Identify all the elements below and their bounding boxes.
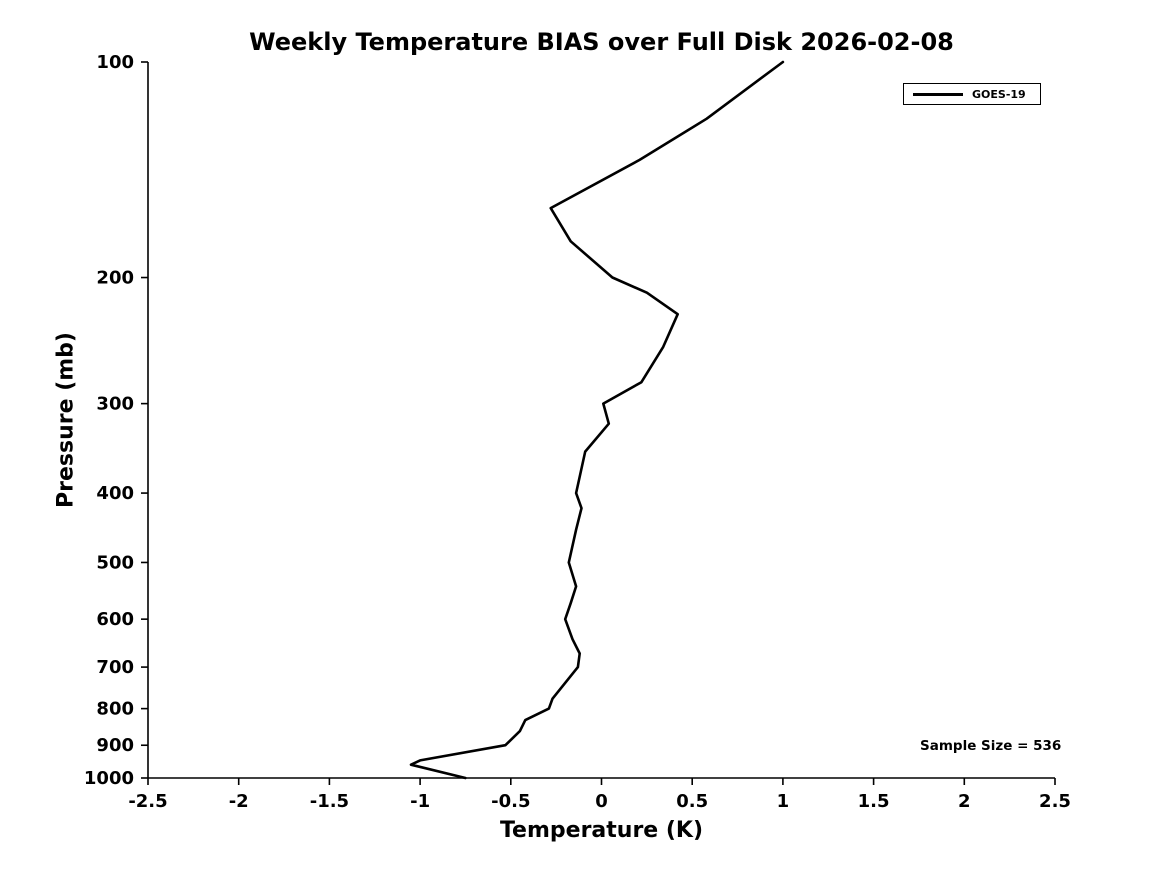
x-tick-label: -1.5 (310, 791, 349, 812)
x-tick-label: 1.5 (858, 791, 890, 812)
x-tick-label: 0.5 (676, 791, 708, 812)
series-line-goes-19 (409, 60, 785, 780)
sample-size-annotation: Sample Size = 536 (920, 738, 1062, 754)
legend-line-sample (913, 92, 963, 96)
y-tick-label: 1000 (84, 768, 134, 789)
y-tick-label: 300 (96, 394, 134, 415)
y-tick-label: 200 (96, 268, 134, 289)
x-tick-label: -0.5 (491, 791, 530, 812)
x-tick-label: -2.5 (128, 791, 167, 812)
x-tick-label: 1 (777, 791, 790, 812)
x-axis-label: Temperature (K) (499, 818, 704, 843)
chart-title: Weekly Temperature BIAS over Full Disk 2… (249, 28, 954, 56)
legend-label: GOES-19 (972, 87, 1026, 101)
x-tick-label: 2 (958, 791, 971, 812)
x-tick-label: -1 (410, 791, 430, 812)
y-tick-label: 100 (96, 52, 134, 73)
x-tick-label: 0 (595, 791, 608, 812)
y-tick-label: 800 (96, 699, 134, 720)
x-tick-label: 2.5 (1039, 791, 1071, 812)
y-tick-label: 400 (96, 483, 134, 504)
x-tick-label: -2 (229, 791, 249, 812)
y-tick-label: 500 (96, 552, 134, 573)
y-tick-label: 600 (96, 609, 134, 630)
y-tick-label: 700 (96, 657, 134, 678)
y-tick-label: 900 (96, 735, 134, 756)
y-axis-label: Pressure (mb) (53, 332, 79, 508)
legend: GOES-19 (903, 83, 1041, 105)
